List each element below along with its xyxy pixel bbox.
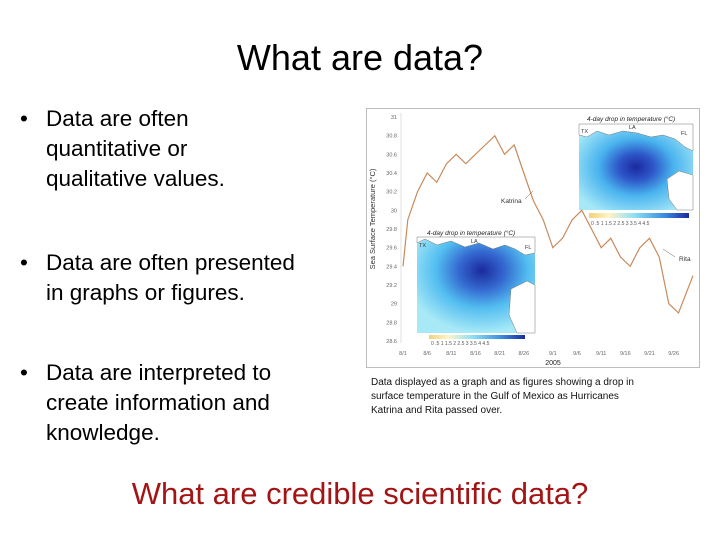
rita-leader — [662, 248, 676, 258]
x-tick-label: 8/11 — [446, 351, 456, 357]
caption-line: Katrina and Rita passed over. — [371, 405, 503, 416]
map-top-label-fl: FL — [681, 131, 687, 137]
x-tick-label: 8/16 — [470, 351, 481, 357]
y-tick-label: 28.6 — [386, 339, 397, 345]
map-top-land-south — [666, 170, 694, 211]
map-top-colorbar — [589, 213, 689, 218]
rita-annotation: Rita — [679, 256, 691, 263]
x-tick-label: 9/26 — [668, 351, 679, 357]
x-tick-label: 8/6 — [423, 351, 431, 357]
bullet-symbol: • — [20, 250, 28, 275]
bullet-line: create information and — [46, 390, 270, 415]
bullet-symbol: • — [20, 106, 28, 131]
y-tick-label: 29.8 — [386, 227, 397, 233]
x-tick-label: 9/1 — [549, 351, 557, 357]
bullet-line: quantitative or — [46, 136, 188, 161]
caption-line: surface temperature in the Gulf of Mexic… — [371, 391, 619, 402]
map-bottom-colorbar-ticks: 0 .5 1 1.5 2 2.5 3 3.5 4 4.5 — [431, 341, 490, 347]
map-bottom-land-south — [508, 280, 536, 334]
y-tick-label: 30 — [391, 208, 397, 214]
y-tick-label: 31 — [391, 115, 397, 121]
y-tick-label: 29.6 — [386, 246, 397, 252]
y-tick-label: 30.2 — [386, 190, 397, 196]
x-tick-label: 8/1 — [399, 351, 407, 357]
y-tick-label: 29.4 — [386, 264, 397, 270]
x-tick-label: 8/26 — [518, 351, 529, 357]
map-top-land — [578, 123, 694, 152]
slide-title: What are data? — [236, 37, 484, 78]
bullet-line: in graphs or figures. — [46, 280, 245, 305]
katrina-leader — [524, 190, 534, 200]
map-top-label-la: LA — [629, 125, 636, 131]
y-axis-label: Sea Surface Temperature (°C) — [368, 168, 377, 269]
map-top-colorbar-ticks: 0 .5 1 1.5 2 2.5 3 3.5 4 4.5 — [591, 221, 650, 227]
bullet-item: • Data are interpreted to create informa… — [18, 358, 348, 448]
sst-chart: Sea Surface Temperature (°C) 31 30.8 30.6 3… — [368, 113, 694, 367]
map-bottom-label-tx: TX — [419, 243, 426, 249]
bullet-item: • Data are often presented in graphs or … — [18, 248, 348, 308]
figure-caption: Data displayed as a graph and as figures… — [371, 376, 671, 418]
map-bottom-title: 4-day drop in temperature (°C) — [427, 229, 515, 237]
bullet-item: • Data are often quantitative or qualita… — [18, 104, 348, 194]
x-axis-label: 2005 — [545, 360, 561, 367]
y-tick-label: 30.6 — [386, 152, 397, 158]
y-tick-label: 30.4 — [386, 171, 397, 177]
x-tick-label: 9/6 — [573, 351, 581, 357]
bullet-symbol: • — [20, 360, 28, 385]
map-bottom-inset: 4-day drop in temperature (°C) TX LA FL … — [416, 229, 536, 347]
y-tick-label: 28.8 — [386, 320, 397, 326]
x-tick-label: 9/11 — [596, 351, 606, 357]
map-top-inset: 4-day drop in temperature (°C) TX LA FL … — [578, 115, 694, 227]
bullet-line: knowledge. — [46, 420, 160, 445]
y-tick-label: 29 — [391, 302, 397, 308]
map-bottom-label-fl: FL — [525, 245, 531, 251]
map-bottom-label-la: LA — [471, 239, 478, 245]
sst-figure: Sea Surface Temperature (°C) 31 30.8 30.6 3… — [366, 108, 700, 368]
y-tick-label: 30.8 — [386, 134, 397, 140]
x-tick-label: 9/21 — [644, 351, 655, 357]
map-bottom-colorbar — [429, 335, 525, 339]
y-tick-label: 29.2 — [386, 283, 397, 289]
bullet-line: Data are often presented — [46, 250, 295, 275]
credible-data-question: What are credible scientific data? — [131, 476, 589, 511]
map-bottom-land — [416, 236, 536, 256]
caption-line: Data displayed as a graph and as figures… — [371, 377, 634, 388]
katrina-annotation: Katrina — [501, 198, 522, 205]
bullet-line: Data are interpreted to — [46, 360, 272, 385]
bullet-line: qualitative values. — [46, 166, 225, 191]
sst-series-line — [402, 134, 694, 315]
x-tick-label: 8/21 — [494, 351, 505, 357]
map-top-label-tx: TX — [581, 129, 588, 135]
bullet-line: Data are often — [46, 106, 189, 131]
x-tick-label: 9/16 — [620, 351, 631, 357]
map-top-title: 4-day drop in temperature (°C) — [587, 115, 675, 123]
